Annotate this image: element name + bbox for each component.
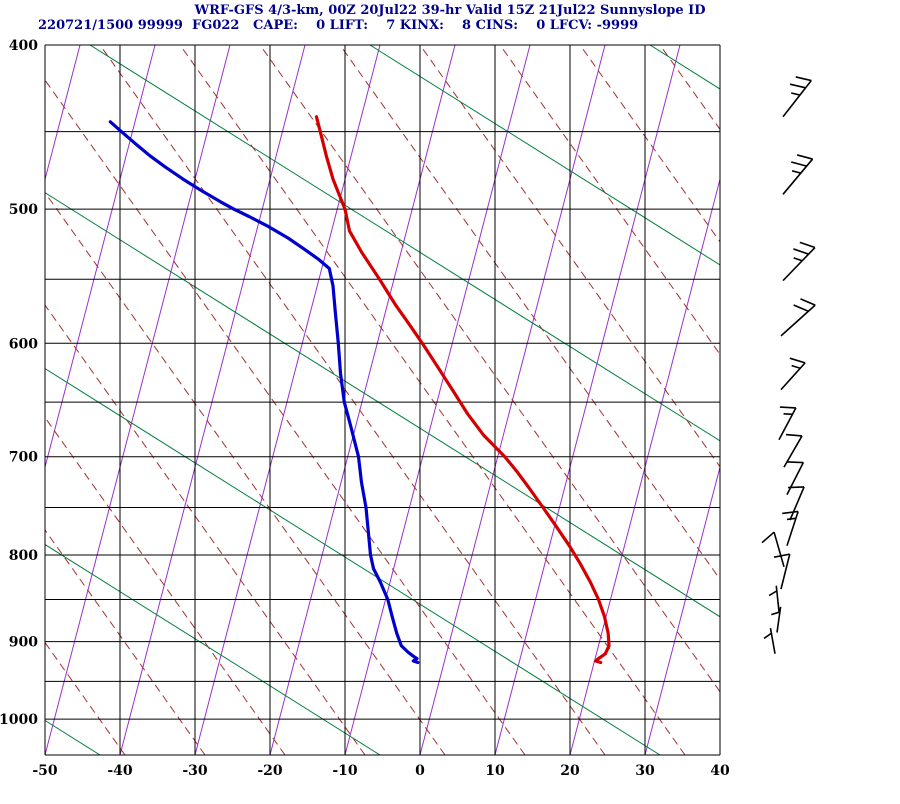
moist-adiabat-line <box>580 45 900 755</box>
dry-adiabat-line <box>0 45 380 755</box>
temperature-label: -10 <box>332 763 358 779</box>
barb-full-tick <box>790 358 805 363</box>
temperature-label: 40 <box>710 763 730 779</box>
dry-adiabat-line <box>650 45 900 755</box>
barb-full-tick <box>794 305 809 311</box>
moist-adiabat-line <box>420 45 900 755</box>
temperature-label: 10 <box>485 763 505 779</box>
barb-shaft <box>781 305 815 336</box>
barb-full-tick <box>788 487 804 488</box>
isotherm-line <box>570 45 755 755</box>
barb-full-tick <box>800 299 815 305</box>
barb-full-tick <box>780 407 796 408</box>
temperature-label: -50 <box>32 763 58 779</box>
isotherm-line <box>720 45 900 755</box>
barb-full-tick <box>762 532 774 542</box>
barb-full-tick <box>793 249 808 254</box>
barb-full-tick <box>796 77 812 81</box>
barb-shaft <box>781 363 805 390</box>
dry-adiabat-line <box>0 45 900 755</box>
barb-half-tick <box>769 591 777 596</box>
isotherm-line <box>495 45 680 755</box>
temperature-label: -20 <box>257 763 283 779</box>
background-lines <box>0 45 900 755</box>
pressure-label: 1000 <box>0 712 38 728</box>
barb-full-tick <box>786 435 802 436</box>
barb-full-tick <box>797 155 812 159</box>
axis-labels: 400 500 600 700 800 900 1000 -50 -40 -30 -20 -10 0 10… <box>0 38 730 779</box>
moist-adiabat-line <box>260 45 765 755</box>
barb-half-tick <box>764 633 771 638</box>
moist-adiabat-line <box>660 45 900 755</box>
isotherm-line <box>120 45 305 755</box>
wind-barb <box>782 511 798 545</box>
moist-adiabat-line <box>500 45 900 755</box>
wind-barb <box>781 358 805 389</box>
pressure-label: 500 <box>9 202 38 218</box>
isotherm-line <box>270 45 455 755</box>
pressure-label: 900 <box>9 635 38 651</box>
temperature-label: -30 <box>182 763 208 779</box>
temperature-label: 20 <box>560 763 580 779</box>
barb-shaft <box>770 628 775 654</box>
pressure-label: 400 <box>9 38 38 54</box>
temperature-label: -40 <box>107 763 133 779</box>
wind-barb <box>769 586 779 612</box>
pressure-label: 600 <box>9 336 38 352</box>
chart-subtitle-indices: 220721/1500 99999 FG022 CAPE: 0 LIFT: 7 … <box>38 18 638 33</box>
temperature-label: 30 <box>635 763 655 779</box>
barb-shaft <box>783 248 815 281</box>
barb-full-tick <box>790 84 806 88</box>
barb-shaft <box>776 586 779 612</box>
barb-full-tick <box>800 242 815 247</box>
pressure-label: 700 <box>9 450 38 466</box>
barb-full-tick <box>787 462 803 463</box>
barb-half-tick <box>791 93 800 95</box>
wind-barb <box>788 487 804 520</box>
moist-adiabat-line <box>340 45 845 755</box>
wind-barb <box>783 77 811 117</box>
wind-barb-column <box>762 77 815 654</box>
wind-barb <box>787 462 803 495</box>
barb-half-tick <box>792 171 801 173</box>
isotherm-line <box>345 45 530 755</box>
wind-barb <box>764 628 775 654</box>
dry-adiabat-line <box>0 45 660 755</box>
pressure-label: 800 <box>9 548 38 564</box>
moist-adiabat-line <box>0 45 365 755</box>
wind-barb <box>781 299 815 336</box>
barb-half-tick <box>771 612 780 615</box>
barb-shaft <box>787 511 798 545</box>
barb-half-tick <box>792 366 801 369</box>
wind-barb <box>762 532 784 567</box>
chart-title: WRF-GFS 4/3-km, 00Z 20Jul22 39-hr Valid … <box>193 3 705 18</box>
temperature-label: 0 <box>415 763 425 779</box>
isotherm-line <box>45 45 230 755</box>
barb-shaft <box>787 463 803 495</box>
barb-full-tick <box>782 511 798 513</box>
barb-full-tick <box>791 162 806 166</box>
barb-shaft <box>774 532 784 567</box>
wind-barb <box>783 155 813 194</box>
wind-barb <box>783 242 815 280</box>
barb-half-tick <box>794 258 803 261</box>
barb-half-tick <box>787 518 796 519</box>
